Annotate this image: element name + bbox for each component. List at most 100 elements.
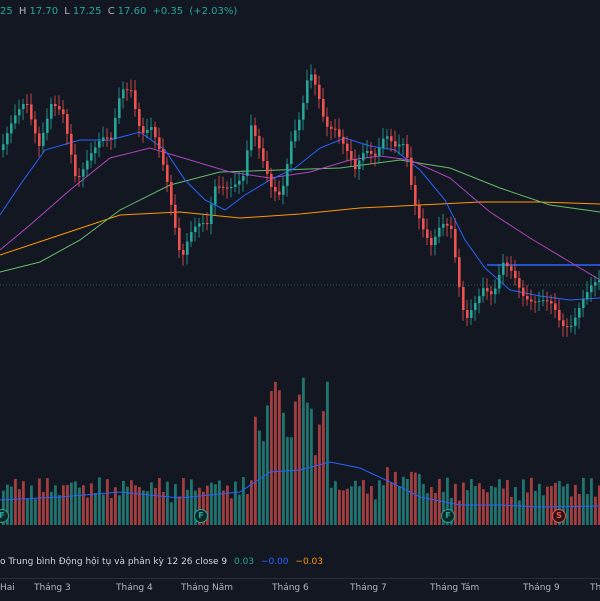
candle-body: [258, 136, 261, 149]
volume-bar: [398, 486, 401, 525]
volume-bar: [50, 491, 53, 525]
candle-body: [230, 186, 233, 188]
candle-body: [314, 74, 317, 85]
candle-body: [278, 191, 281, 195]
volume-bar: [314, 455, 317, 525]
volume-bar: [522, 479, 525, 525]
candle-body: [322, 98, 325, 117]
low-value: 17.25: [72, 6, 102, 17]
candle-body: [254, 125, 257, 137]
candle-body: [238, 180, 241, 185]
candle-body: [490, 291, 493, 295]
candle-body: [486, 288, 489, 292]
axis-tick: Tháng 3: [34, 583, 71, 593]
macd-params: 12 26 close 9: [166, 557, 228, 567]
macd-legend[interactable]: o Trung bình Động hội tụ và phân kỳ 12 2…: [0, 557, 323, 567]
volume-bar: [282, 412, 285, 525]
candle-body: [286, 164, 289, 186]
candle-body: [394, 141, 397, 147]
event-badge-f[interactable]: F: [0, 509, 9, 523]
low-key: L: [64, 6, 70, 17]
volume-bar: [286, 436, 289, 525]
candle-body: [122, 89, 125, 99]
candle-body: [138, 108, 141, 127]
volume-bar: [198, 487, 201, 525]
candle-body: [66, 114, 69, 134]
volume-bar: [22, 481, 25, 525]
volume-bar: [350, 486, 353, 525]
time-axis[interactable]: Hai Tháng 3 Tháng 4 Tháng Năm Tháng 6 Th…: [0, 578, 600, 601]
candle-body: [98, 141, 101, 148]
macd-signal-value: −0.00: [260, 557, 289, 567]
volume-bar: [58, 494, 61, 525]
candle-body: [30, 104, 33, 120]
candle-body: [270, 173, 273, 187]
volume-bar: [218, 480, 221, 525]
candle-body: [390, 136, 393, 142]
candle-body: [26, 104, 29, 106]
candle-body: [474, 302, 477, 311]
volume-bar: [146, 491, 149, 525]
candle-body: [370, 150, 373, 154]
candle-body: [86, 160, 89, 170]
volume-bar: [258, 430, 261, 525]
axis-tick: Tháng 7: [350, 583, 387, 593]
volume-bar: [62, 485, 65, 525]
volume-bar: [106, 479, 109, 525]
volume-bar: [506, 480, 509, 525]
volume-bar: [322, 411, 325, 525]
candle-body: [358, 160, 361, 170]
event-badge-f[interactable]: F: [441, 509, 455, 523]
candle-body: [74, 154, 77, 177]
volume-bar: [78, 487, 81, 525]
volume-bar: [442, 491, 445, 525]
candle-body: [198, 223, 201, 227]
volume-bar: [406, 478, 409, 525]
high-key: H: [18, 6, 27, 17]
candle-body: [154, 126, 157, 138]
change-value: +0.35: [152, 6, 184, 17]
candle-body: [326, 116, 329, 127]
candle-body: [342, 136, 345, 144]
candle-body: [446, 223, 449, 226]
candle-body: [202, 223, 205, 225]
candle-body: [442, 223, 445, 228]
volume-bar: [554, 482, 557, 525]
candle-body: [182, 250, 185, 255]
volume-bar: [18, 489, 21, 525]
price-chart[interactable]: [0, 0, 600, 578]
candle-body: [586, 292, 589, 300]
volume-bar: [90, 483, 93, 525]
volume-bar: [118, 495, 121, 525]
open-value: 25: [0, 6, 13, 17]
candle-body: [18, 109, 21, 116]
volume-bar: [214, 484, 217, 525]
volume-bar: [122, 480, 125, 525]
volume-bar: [558, 481, 561, 525]
candle-body: [210, 204, 213, 225]
candle-body: [334, 128, 337, 130]
volume-bar: [230, 498, 233, 525]
candle-body: [558, 309, 561, 321]
candle-body: [94, 147, 97, 154]
volume-bar: [370, 486, 373, 525]
candle-body: [594, 282, 597, 286]
volume-bar: [182, 478, 185, 525]
volume-bar: [6, 484, 9, 525]
candle-body: [374, 153, 377, 156]
volume-bar: [38, 478, 41, 525]
volume-bar: [150, 482, 153, 525]
event-badge-s[interactable]: S: [552, 509, 566, 523]
candle-body: [330, 126, 333, 129]
candle-body: [118, 98, 121, 119]
volume-bar: [382, 485, 385, 525]
volume-bar: [414, 472, 417, 525]
candle-body: [294, 130, 297, 142]
candle-body: [214, 186, 217, 205]
candle-body: [10, 123, 13, 134]
candle-body: [438, 227, 441, 237]
event-badge-f[interactable]: F: [194, 509, 208, 523]
volume-bar: [374, 499, 377, 525]
volume-ma-line: [0, 461, 600, 508]
